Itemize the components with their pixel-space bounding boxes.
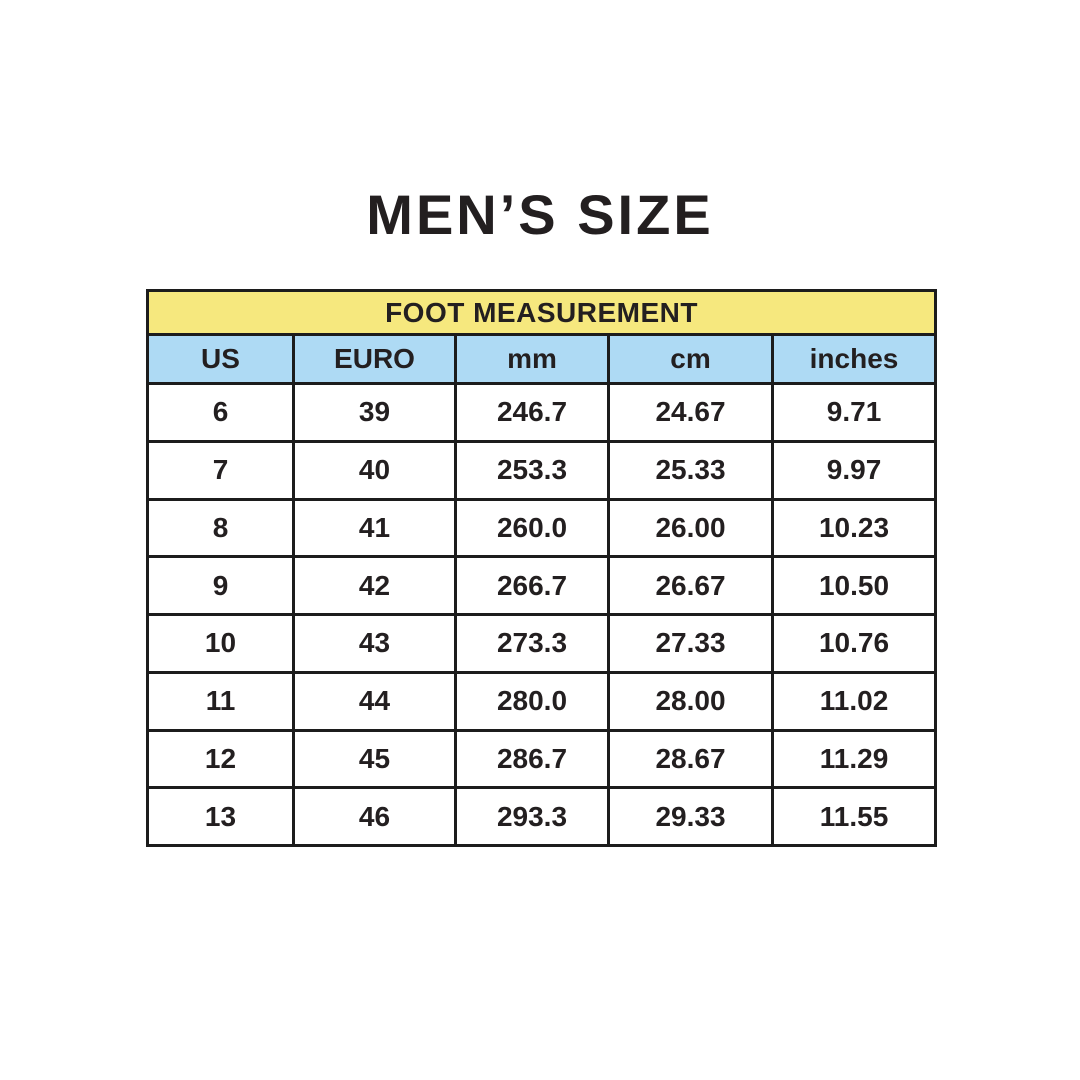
table-cell: 41	[292, 497, 457, 559]
table-cell: 273.3	[454, 613, 610, 674]
table-cell: 260.0	[454, 497, 610, 559]
table-row: 10 43 273.3 27.33 10.76	[146, 613, 938, 674]
table-cell: 9.71	[770, 382, 938, 443]
table-row: 11 44 280.0 28.00 11.02	[146, 670, 938, 732]
table-cell: 29.33	[607, 786, 774, 847]
table-cell: 13	[146, 786, 295, 847]
table-cell: 7	[146, 439, 295, 501]
table-cell: 10.23	[770, 497, 938, 559]
column-header-mm: mm	[454, 333, 610, 385]
page-title: MEN’S SIZE	[366, 183, 714, 246]
table-row: 7 40 253.3 25.33 9.97	[146, 439, 938, 501]
table-cell: 10.50	[770, 555, 938, 616]
table-cell: 44	[292, 670, 457, 732]
table-cell: 9	[146, 555, 295, 616]
table-row: 6 39 246.7 24.67 9.71	[146, 382, 938, 443]
table-row: 9 42 266.7 26.67 10.50	[146, 555, 938, 616]
table-row: 13 46 293.3 29.33 11.55	[146, 786, 938, 847]
table-cell: 10	[146, 613, 295, 674]
table-cell: 39	[292, 382, 457, 443]
table-cell: 24.67	[607, 382, 774, 443]
table-row: 8 41 260.0 26.00 10.23	[146, 497, 938, 559]
table-cell: 12	[146, 728, 295, 790]
table-cell: 46	[292, 786, 457, 847]
table-cell: 11.55	[770, 786, 938, 847]
table-cell: 266.7	[454, 555, 610, 616]
column-header-euro: EURO	[292, 333, 457, 385]
table-cell: 253.3	[454, 439, 610, 501]
column-header-us: US	[146, 333, 295, 385]
table-cell: 25.33	[607, 439, 774, 501]
table-cell: 246.7	[454, 382, 610, 443]
table-title-cell: FOOT MEASUREMENT	[145, 289, 938, 336]
table-cell: 286.7	[454, 728, 610, 790]
table-cell: 45	[292, 728, 457, 790]
column-header-cm: cm	[607, 333, 774, 385]
table-cell: 40	[292, 439, 457, 501]
table-cell: 11.29	[770, 728, 938, 790]
table-cell: 8	[146, 497, 295, 559]
table-cell: 10.76	[770, 613, 938, 674]
table-cell: 9.97	[770, 439, 938, 501]
table-cell: 43	[292, 613, 457, 674]
table-cell: 11	[146, 670, 295, 732]
table-cell: 42	[292, 555, 457, 616]
table-title-row: FOOT MEASUREMENT	[145, 289, 938, 336]
table-row: 12 45 286.7 28.67 11.29	[146, 728, 938, 790]
table-cell: 26.00	[607, 497, 774, 559]
table-cell: 293.3	[454, 786, 610, 847]
table-cell: 26.67	[607, 555, 774, 616]
size-conversion-table: FOOT MEASUREMENT US EURO mm cm inches 6 …	[145, 289, 938, 847]
column-header-inches: inches	[770, 333, 938, 385]
table-cell: 28.00	[607, 670, 774, 732]
table-header-row: US EURO mm cm inches	[146, 333, 938, 385]
table-cell: 27.33	[607, 613, 774, 674]
table-cell: 6	[146, 382, 295, 443]
table-cell: 280.0	[454, 670, 610, 732]
table-cell: 11.02	[770, 670, 938, 732]
table-cell: 28.67	[607, 728, 774, 790]
